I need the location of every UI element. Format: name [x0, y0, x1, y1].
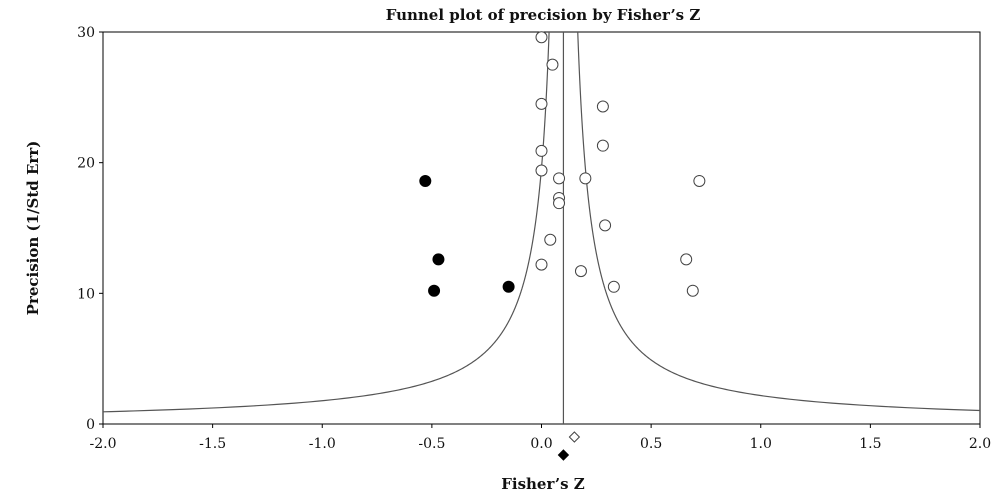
observed-study-point — [535, 144, 548, 157]
observed-study-point — [607, 280, 620, 293]
funnel-left-curve — [103, 32, 550, 413]
x-tick-label: 2.0 — [969, 436, 991, 452]
observed-study-point — [693, 174, 706, 187]
x-tick-label: 1.5 — [859, 436, 881, 452]
y-tick-label: 0 — [86, 417, 95, 433]
x-tick-label: -0.5 — [418, 436, 445, 452]
observed-study-point — [535, 164, 548, 177]
observed-study-point — [686, 284, 699, 297]
observed-study-point — [535, 258, 548, 271]
observed-study-point — [535, 97, 548, 110]
x-tick-label: -1.0 — [309, 436, 336, 452]
x-tick-label: 0.0 — [530, 436, 552, 452]
observed-study-point — [574, 265, 587, 278]
observed-study-point — [535, 31, 548, 44]
y-tick-label: 30 — [77, 25, 95, 41]
imputed-study-point — [432, 253, 445, 266]
y-tick-label: 10 — [77, 286, 95, 302]
chart-title: Funnel plot of precision by Fisher’s Z — [386, 6, 701, 24]
observed-study-point — [599, 219, 612, 232]
funnel-right-curve — [577, 32, 980, 412]
observed-summary-diamond — [568, 431, 581, 443]
x-tick-label: -1.5 — [199, 436, 226, 452]
x-tick-label: 0.5 — [640, 436, 662, 452]
y-axis-title: Precision (1/Std Err) — [24, 141, 42, 316]
observed-study-point — [596, 100, 609, 113]
observed-study-point — [553, 172, 566, 185]
imputed-study-point — [428, 284, 441, 297]
x-axis-title: Fisher’s Z — [501, 475, 585, 493]
observed-study-point — [553, 197, 566, 210]
plot-area: -2.0 -1.5 -1.0 -0.5 0.0 0.5 1.0 1.5 2.0 0 10 20 30 — [77, 25, 991, 461]
imputed-study-point — [502, 280, 515, 293]
observed-study-point — [596, 139, 609, 152]
observed-study-point — [680, 253, 693, 266]
observed-study-point — [546, 58, 559, 71]
y-tick-label: 20 — [77, 156, 95, 172]
x-tick-label: 1.0 — [750, 436, 772, 452]
x-tick-label: -2.0 — [90, 436, 117, 452]
adjusted-summary-diamond — [557, 449, 570, 461]
imputed-study-point — [419, 174, 432, 187]
observed-study-point — [544, 233, 557, 246]
plot-frame — [102, 31, 981, 425]
observed-study-point — [579, 172, 592, 185]
